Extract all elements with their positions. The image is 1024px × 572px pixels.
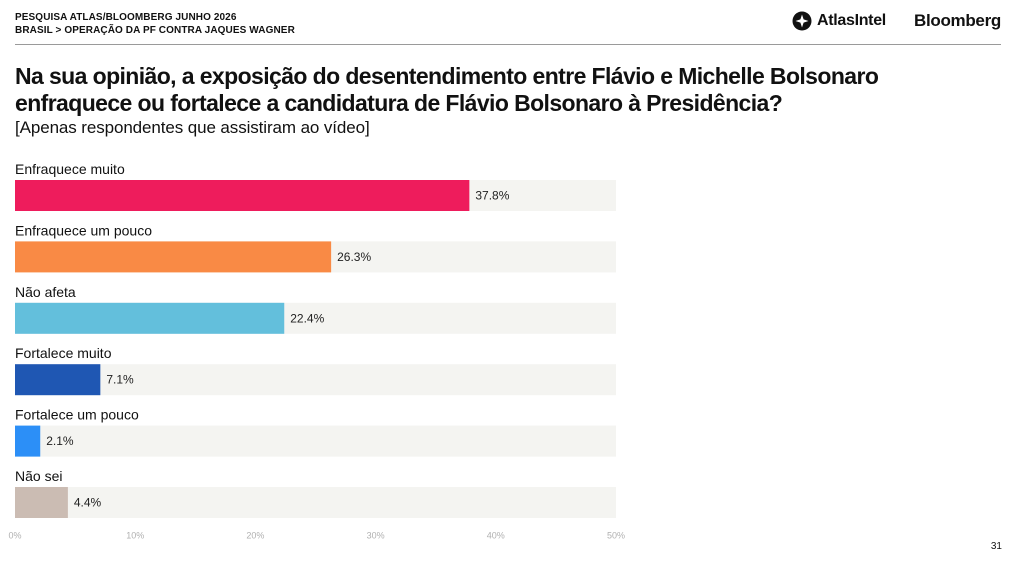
bar — [15, 364, 101, 396]
logos: AtlasIntel Bloomberg — [792, 11, 1001, 31]
bar-track — [15, 425, 616, 457]
x-tick-label: 20% — [246, 530, 264, 540]
category-label: Não sei — [15, 468, 62, 484]
x-tick-label: 0% — [8, 530, 21, 540]
bar — [15, 241, 332, 273]
bar-value-label: 22.4% — [290, 311, 324, 325]
x-tick-label: 30% — [367, 530, 385, 540]
bar-value-label: 2.1% — [46, 434, 74, 448]
chart-subtitle: [Apenas respondentes que assistiram ao v… — [15, 118, 370, 137]
category-label: Enfraquece muito — [15, 161, 125, 177]
atlas-intel-wordmark: AtlasIntel — [816, 12, 886, 29]
bar-value-label: 26.3% — [337, 250, 371, 264]
bar-value-label: 37.8% — [475, 189, 509, 203]
category-label: Fortalece um pouco — [15, 407, 139, 423]
chart-title: Na sua opinião, a exposição do desentend… — [15, 63, 1005, 117]
bar — [15, 487, 68, 518]
bar — [15, 302, 285, 334]
survey-name: PESQUISA ATLAS/BLOOMBERG JUNHO 2026 — [15, 12, 237, 23]
chart-title-line1: Na sua opinião, a exposição do desentend… — [15, 63, 879, 89]
bar-chart: Enfraquece muito 37.8% Enfraquece um pouco… — [8, 161, 625, 540]
survey-header: PESQUISA ATLAS/BLOOMBERG JUNHO 2026 BRAS… — [15, 11, 295, 37]
x-tick-label: 10% — [126, 530, 144, 540]
atlas-intel-logo: AtlasIntel — [792, 11, 886, 31]
bar-value-label: 4.4% — [74, 496, 102, 510]
bar — [15, 425, 41, 457]
bar — [15, 180, 470, 211]
chart-title-line2: enfraquece ou fortalece a candidatura de… — [15, 90, 783, 116]
bloomberg-logo: Bloomberg — [913, 11, 1001, 30]
x-tick-label: 50% — [607, 530, 625, 540]
category-label: Enfraquece um pouco — [15, 222, 152, 238]
category-label: Não afeta — [15, 284, 76, 300]
header-divider — [15, 44, 1001, 45]
bar-track — [15, 364, 616, 396]
bar-value-label: 7.1% — [106, 373, 134, 387]
page-number: 31 — [990, 541, 1002, 552]
atlas-intel-logo-icon — [792, 11, 812, 31]
x-tick-label: 40% — [487, 530, 505, 540]
category-label: Fortalece muito — [15, 345, 112, 361]
survey-topic-breadcrumb: BRASIL > OPERAÇÃO DA PF CONTRA JAQUES WA… — [15, 25, 295, 36]
bar-track — [15, 487, 616, 518]
